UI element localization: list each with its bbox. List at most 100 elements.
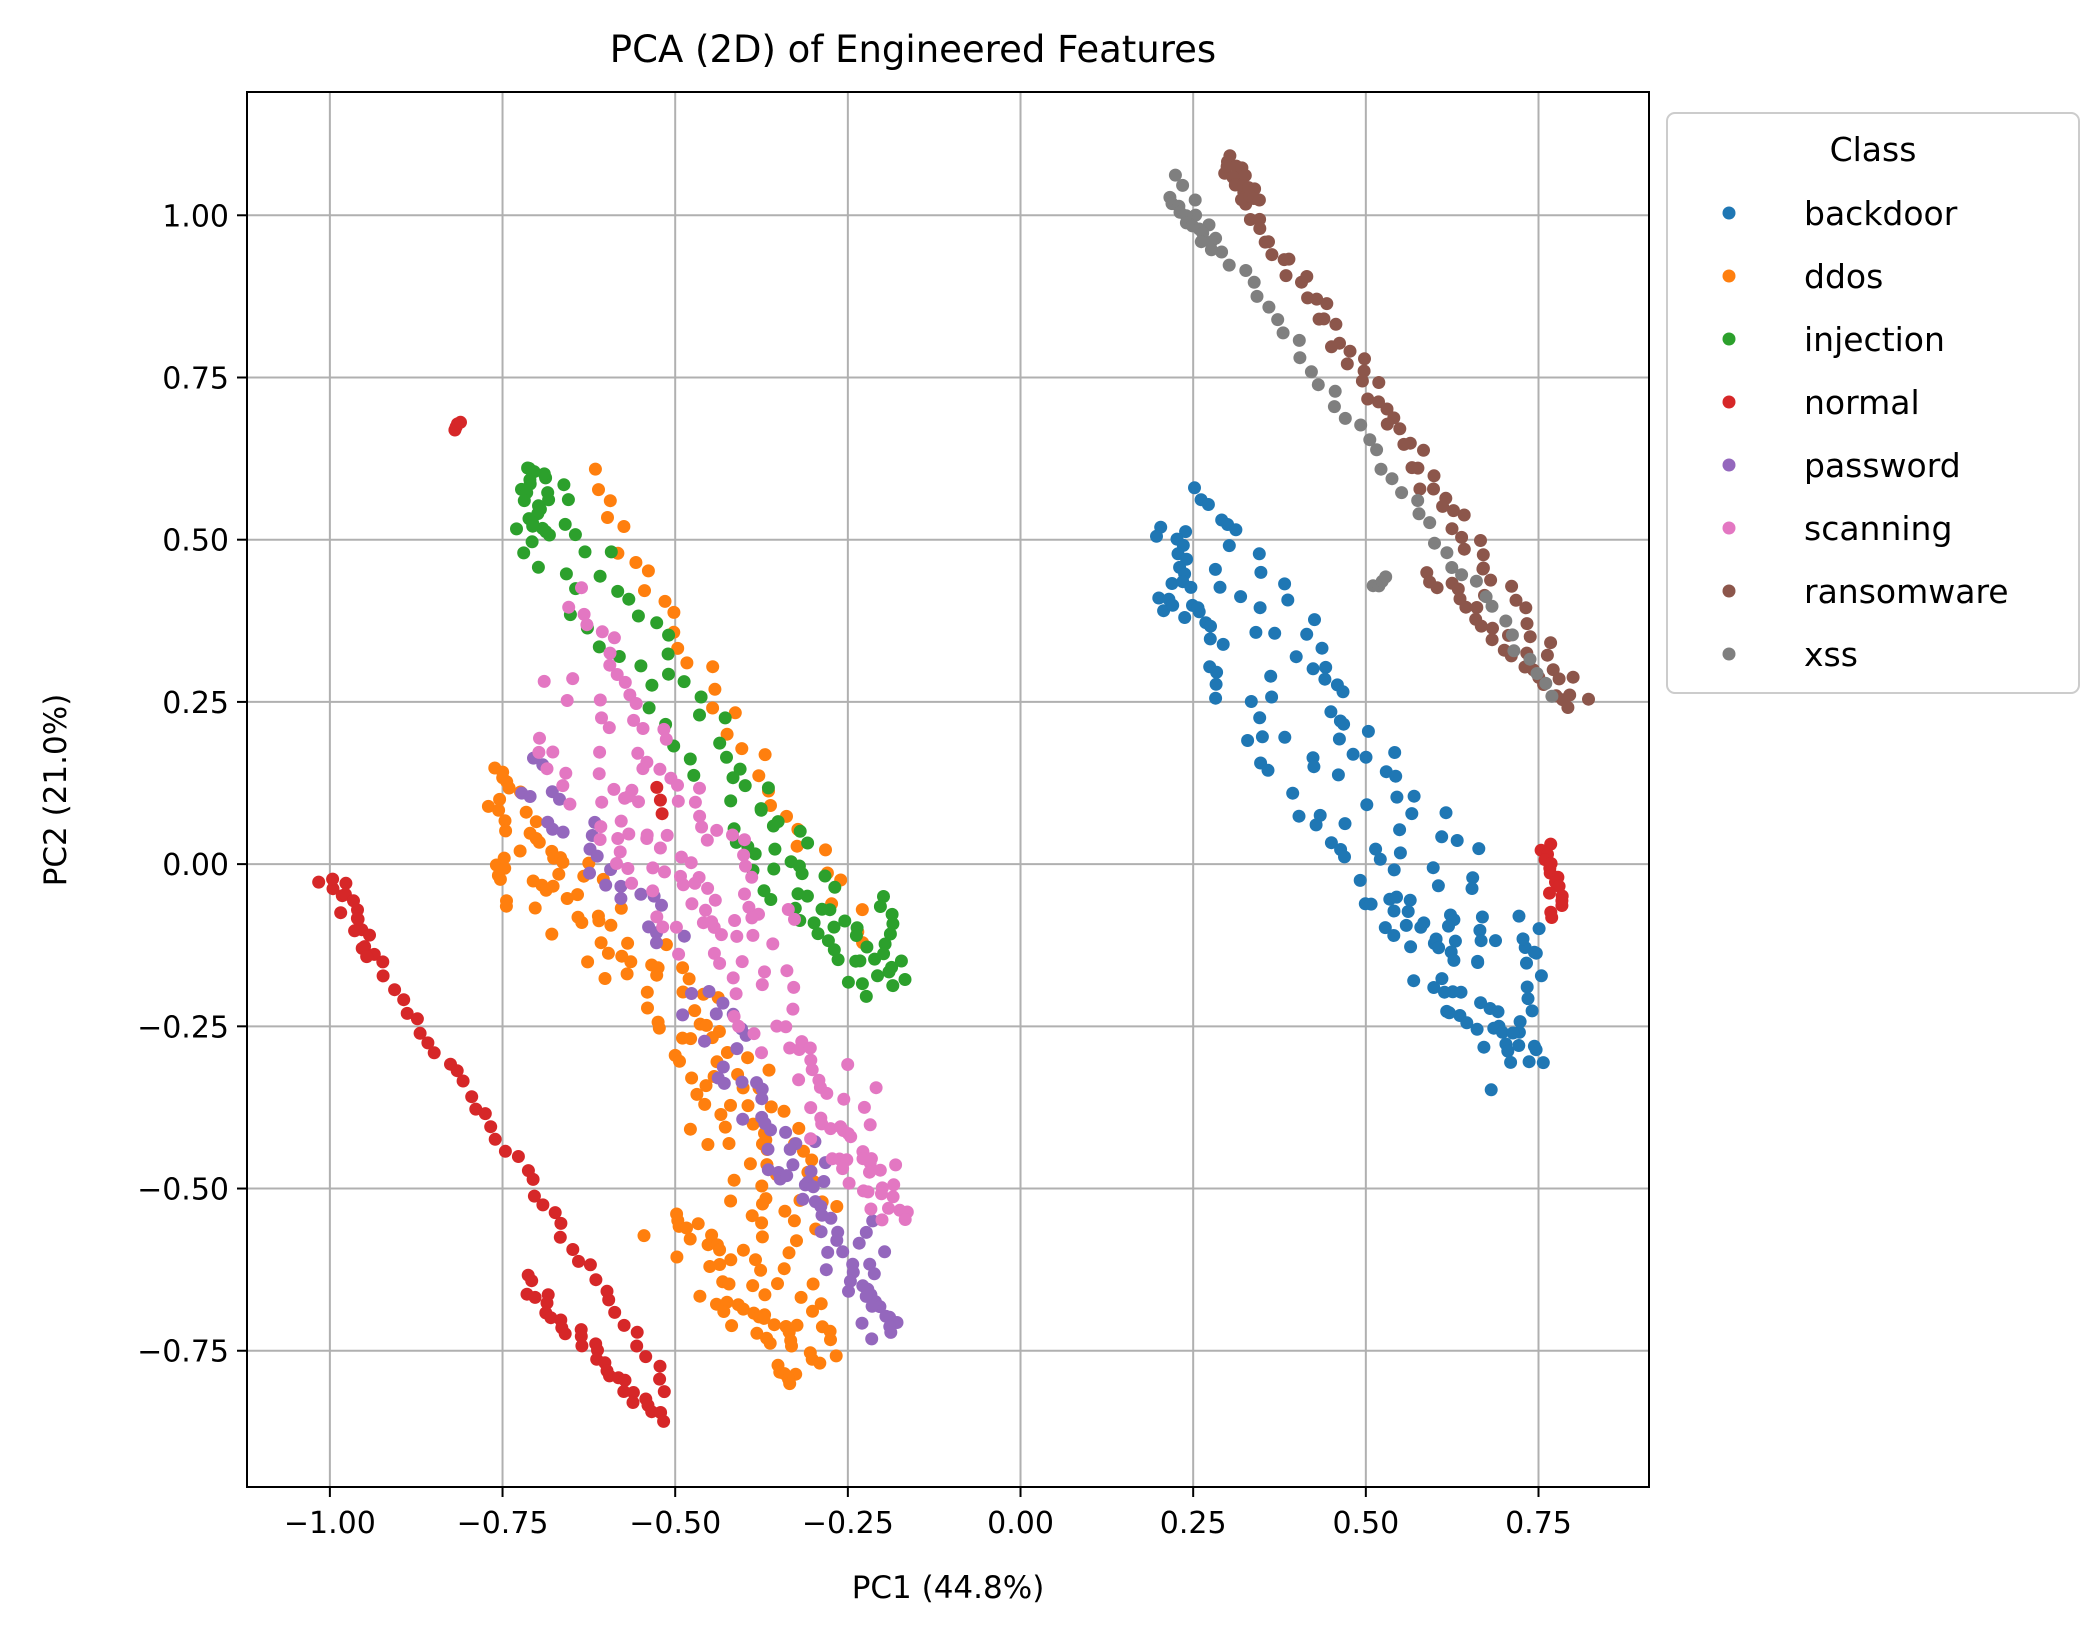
data-point-password xyxy=(859,1225,873,1239)
data-point-ransomware xyxy=(1252,193,1266,207)
data-point-scanning xyxy=(562,600,576,614)
data-point-ddos xyxy=(652,1021,666,1035)
data-point-injection xyxy=(622,592,636,606)
data-point-password xyxy=(716,1060,730,1074)
data-point-scanning xyxy=(746,928,760,942)
data-point-ddos xyxy=(764,1100,778,1114)
data-point-scanning xyxy=(650,910,664,924)
data-point-ddos xyxy=(683,1232,697,1246)
data-point-ransomware xyxy=(1380,417,1394,431)
data-point-scanning xyxy=(610,668,624,681)
data-point-ddos xyxy=(741,1051,755,1065)
data-point-injection xyxy=(593,569,607,583)
data-point-injection xyxy=(827,920,841,934)
data-point-xss xyxy=(1293,351,1307,365)
data-point-injection xyxy=(831,953,845,967)
data-point-ddos xyxy=(688,1004,702,1018)
data-point-backdoor xyxy=(1405,807,1419,821)
data-point-scanning xyxy=(613,845,627,859)
data-point-ddos xyxy=(829,1349,843,1363)
data-point-scanning xyxy=(735,955,749,969)
data-point-scanning xyxy=(873,1163,887,1177)
data-point-password xyxy=(698,1034,711,1048)
data-point-ddos xyxy=(724,1253,738,1267)
data-point-ddos xyxy=(703,1260,717,1273)
data-point-injection xyxy=(558,517,572,531)
data-point-injection xyxy=(811,927,825,941)
data-point-injection xyxy=(525,535,539,549)
data-point-normal xyxy=(526,1172,540,1186)
data-point-scanning xyxy=(837,1092,851,1106)
data-point-scanning xyxy=(705,915,719,929)
data-point-ddos xyxy=(601,946,615,960)
data-point-ddos xyxy=(641,564,655,578)
data-point-backdoor xyxy=(1438,985,1451,999)
data-point-injection xyxy=(859,989,873,1003)
data-point-injection xyxy=(542,493,556,507)
data-point-ddos xyxy=(499,899,513,913)
data-point-backdoor xyxy=(1512,1039,1526,1052)
data-point-xss xyxy=(1523,652,1537,666)
data-point-ransomware xyxy=(1310,292,1324,306)
data-point-normal xyxy=(630,1339,644,1353)
data-point-normal xyxy=(454,415,467,429)
data-point-ddos xyxy=(575,916,589,929)
data-point-backdoor xyxy=(1442,919,1455,933)
data-point-injection xyxy=(645,678,659,692)
data-point-scanning xyxy=(560,694,574,707)
data-point-backdoor xyxy=(1255,730,1269,744)
data-point-scanning xyxy=(674,869,687,883)
data-point-ransomware xyxy=(1540,648,1554,662)
series-password xyxy=(515,751,904,1346)
data-point-ddos xyxy=(513,844,527,858)
data-point-ddos xyxy=(680,1221,693,1235)
data-point-normal xyxy=(540,1296,554,1310)
data-point-password xyxy=(755,1082,769,1096)
legend-label: password xyxy=(1804,446,1961,485)
data-point-scanning xyxy=(653,841,667,855)
data-point-backdoor xyxy=(1364,897,1378,911)
data-point-normal xyxy=(465,1090,479,1104)
data-point-normal xyxy=(1544,837,1558,851)
data-point-ddos xyxy=(777,1104,791,1118)
data-point-ddos xyxy=(713,1258,727,1271)
scatter-points xyxy=(312,149,1595,1428)
data-point-backdoor xyxy=(1166,598,1180,612)
data-point-xss xyxy=(1188,193,1202,207)
data-point-backdoor xyxy=(1252,547,1266,561)
data-point-password xyxy=(830,1233,844,1247)
data-point-injection xyxy=(807,916,821,930)
data-point-backdoor xyxy=(1407,789,1421,803)
data-point-ddos xyxy=(758,748,772,762)
data-point-injection xyxy=(766,819,780,833)
data-point-xss xyxy=(1204,243,1218,257)
data-point-scanning xyxy=(780,964,794,978)
data-point-injection xyxy=(726,771,740,785)
data-point-ddos xyxy=(736,1243,750,1257)
data-point-scanning xyxy=(869,1081,883,1095)
data-point-scanning xyxy=(779,1020,793,1034)
data-point-backdoor xyxy=(1265,690,1279,704)
data-point-scanning xyxy=(656,920,670,934)
data-point-ddos xyxy=(650,968,664,982)
data-point-backdoor xyxy=(1254,565,1268,579)
data-point-ddos xyxy=(676,961,690,975)
data-point-ransomware xyxy=(1262,235,1275,249)
data-point-scanning xyxy=(805,1063,819,1077)
data-point-scanning xyxy=(747,1027,761,1041)
data-point-injection xyxy=(873,900,887,913)
data-point-password xyxy=(676,1008,690,1022)
data-point-scanning xyxy=(707,946,721,960)
y-tick-label: 0.25 xyxy=(162,686,229,721)
data-point-injection xyxy=(526,519,540,533)
data-point-scanning xyxy=(758,965,771,979)
data-point-ddos xyxy=(532,835,546,849)
data-point-injection xyxy=(838,914,852,928)
data-point-ddos xyxy=(736,1302,750,1316)
data-point-backdoor xyxy=(1473,923,1487,937)
data-point-backdoor xyxy=(1178,611,1192,624)
data-point-password xyxy=(553,792,566,806)
data-point-normal xyxy=(657,1385,671,1399)
data-point-ransomware xyxy=(1566,670,1580,684)
data-point-ransomware xyxy=(1355,374,1369,388)
